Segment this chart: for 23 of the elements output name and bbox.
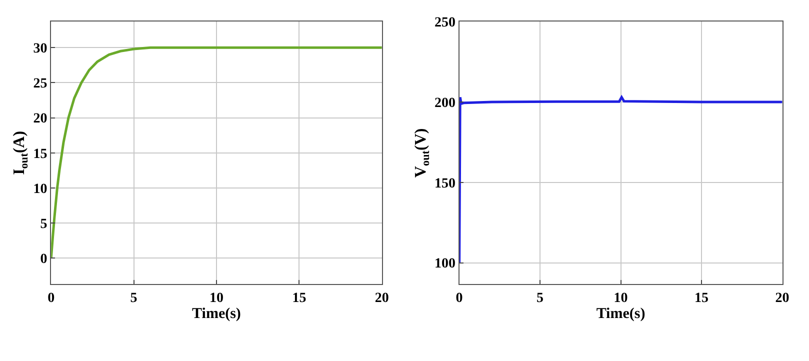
line-series <box>51 46 382 260</box>
y-tick-label: 15 <box>33 146 48 162</box>
x-axis-title: Time(s) <box>596 306 646 322</box>
x-tick-label: 10 <box>209 290 224 306</box>
y-tick-label: 200 <box>434 96 456 111</box>
y-tick-label: 30 <box>33 42 48 57</box>
y-tick-label: 20 <box>33 112 48 127</box>
y-tick-label: 5 <box>40 217 48 232</box>
x-tick-label: 15 <box>694 290 709 306</box>
y-tick-label: 150 <box>434 176 456 192</box>
x-tick-label: 10 <box>614 290 628 306</box>
y-tick-label: 10 <box>33 182 48 197</box>
y-tick-label: 250 <box>434 16 456 31</box>
y-tick-label: 100 <box>434 256 456 272</box>
y-tick-label: 25 <box>33 76 48 92</box>
x-tick-label: 5 <box>130 290 138 306</box>
line-series <box>459 96 782 264</box>
x-tick-label: 20 <box>775 290 790 306</box>
x-tick-label: 5 <box>536 290 544 306</box>
x-tick-label: 20 <box>374 290 389 306</box>
x-axis-title: Time(s) <box>192 306 241 322</box>
x-tick-label: 15 <box>292 290 306 306</box>
y-tick-label: 0 <box>40 252 48 268</box>
